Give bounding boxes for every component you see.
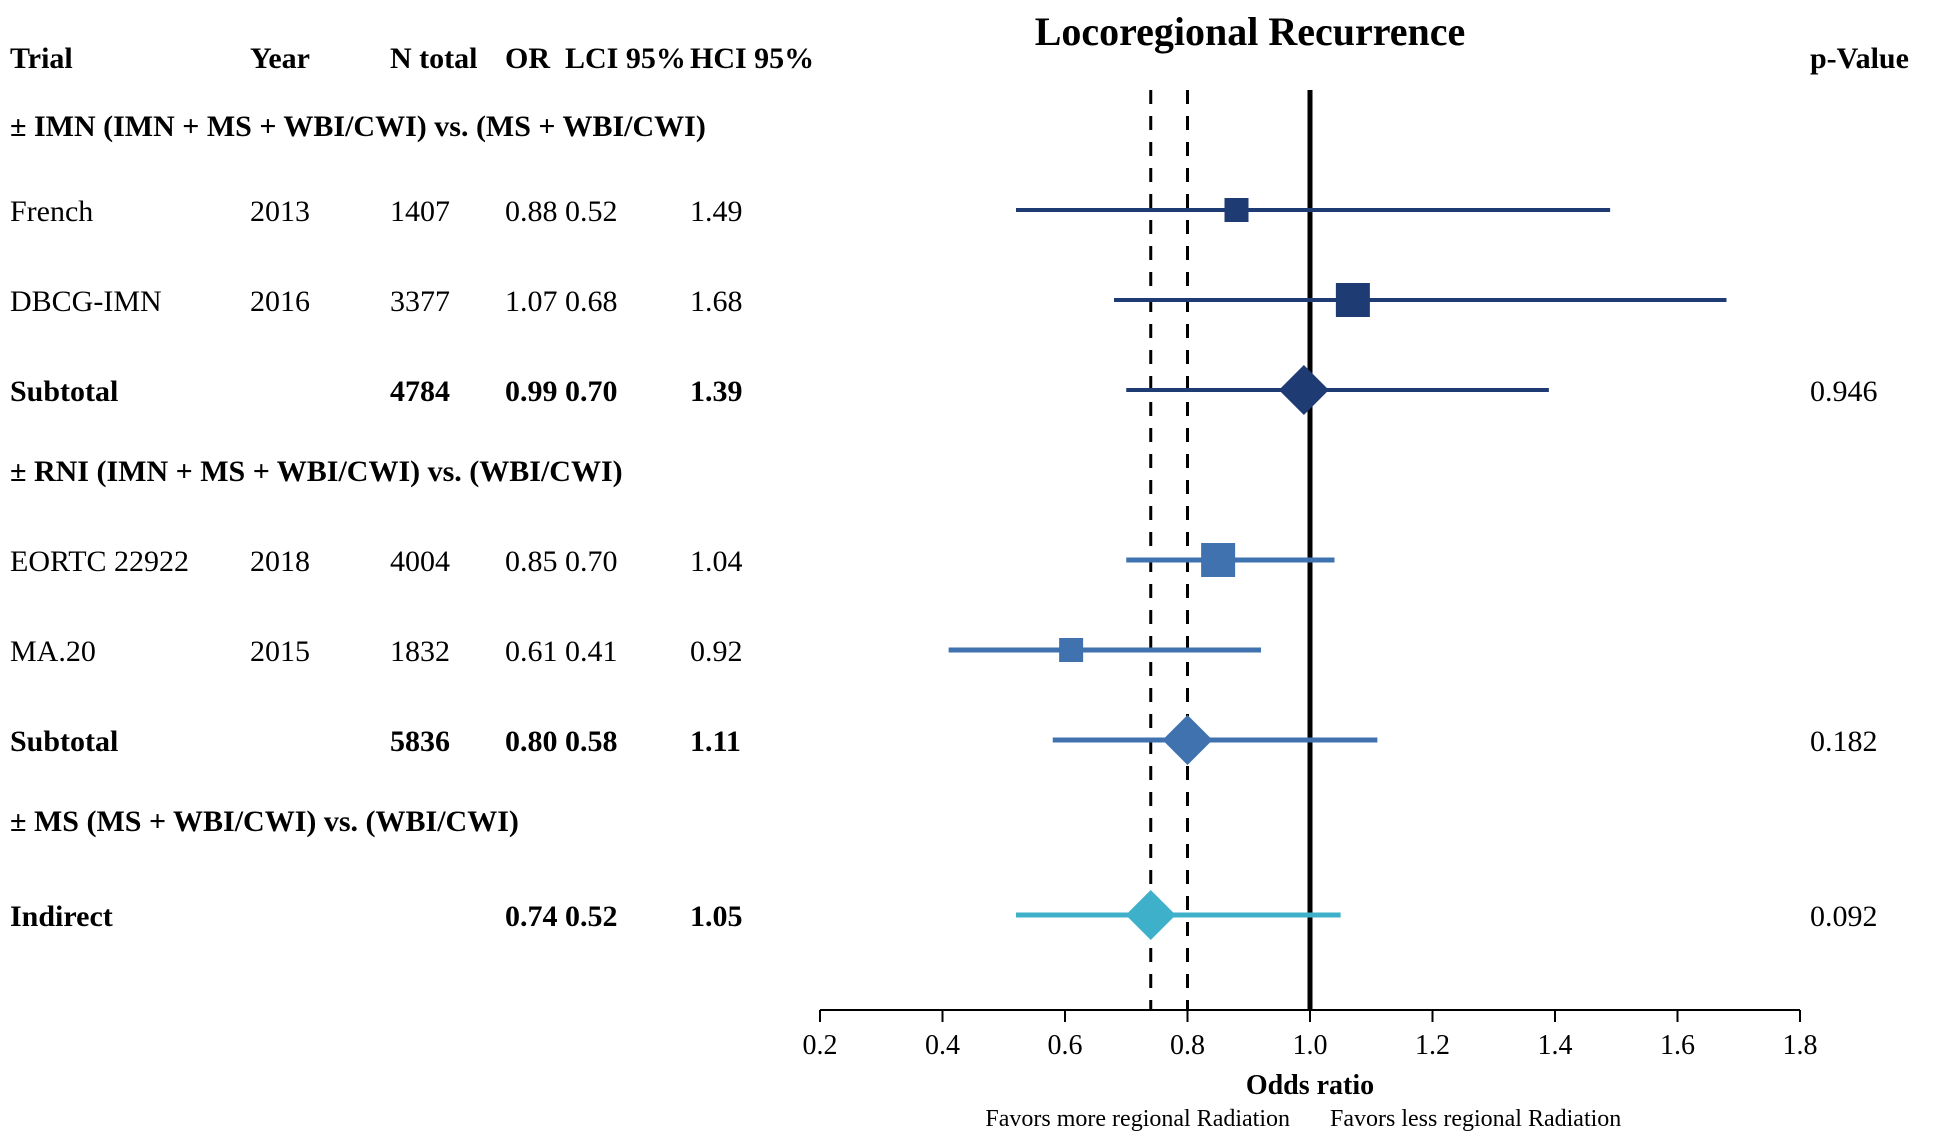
cell-n: 4004	[390, 545, 450, 579]
svg-text:Odds ratio: Odds ratio	[1246, 1070, 1374, 1101]
cell-pvalue: 0.092	[1810, 900, 1878, 934]
cell-pvalue: 0.946	[1810, 375, 1878, 409]
cell-hci: 0.92	[690, 635, 743, 669]
cell-or: 0.74	[505, 900, 558, 934]
study-marker	[1059, 638, 1083, 662]
cell-hci: 1.05	[690, 900, 743, 934]
cell-or: 0.61	[505, 635, 558, 669]
cell-n: 1832	[390, 635, 450, 669]
svg-text:1.0: 1.0	[1293, 1030, 1328, 1061]
cell-or: 0.99	[505, 375, 558, 409]
cell-trial: French	[10, 195, 93, 229]
svg-text:0.2: 0.2	[803, 1030, 838, 1061]
cell-lci: 0.52	[565, 195, 618, 229]
cell-trial: MA.20	[10, 635, 96, 669]
summary-diamond	[1126, 890, 1176, 940]
cell-n: 3377	[390, 285, 450, 319]
svg-text:0.8: 0.8	[1170, 1030, 1205, 1061]
study-marker	[1201, 543, 1235, 577]
section-header: ± RNI (IMN + MS + WBI/CWI) vs. (WBI/CWI)	[10, 455, 623, 489]
cell-year: 2015	[250, 635, 310, 669]
forest-plot-canvas: Locoregional RecurrenceTrialYearN totalO…	[0, 0, 1946, 1145]
cell-trial: Subtotal	[10, 375, 118, 409]
cell-lci: 0.52	[565, 900, 618, 934]
svg-text:1.4: 1.4	[1538, 1030, 1573, 1061]
cell-hci: 1.68	[690, 285, 743, 319]
cell-trial: Subtotal	[10, 725, 118, 759]
cell-trial: Indirect	[10, 900, 113, 934]
svg-text:1.2: 1.2	[1415, 1030, 1450, 1061]
study-marker	[1336, 283, 1370, 317]
cell-n: 4784	[390, 375, 450, 409]
svg-text:Favors more regional Radiation: Favors more regional Radiation	[985, 1106, 1290, 1132]
cell-hci: 1.11	[690, 725, 741, 759]
cell-lci: 0.68	[565, 285, 618, 319]
cell-year: 2013	[250, 195, 310, 229]
cell-lci: 0.70	[565, 545, 618, 579]
section-header: ± IMN (IMN + MS + WBI/CWI) vs. (MS + WBI…	[10, 110, 706, 144]
cell-hci: 1.39	[690, 375, 743, 409]
section-header: ± MS (MS + WBI/CWI) vs. (WBI/CWI)	[10, 805, 519, 839]
cell-n: 1407	[390, 195, 450, 229]
cell-or: 0.80	[505, 725, 558, 759]
cell-year: 2018	[250, 545, 310, 579]
cell-lci: 0.70	[565, 375, 618, 409]
cell-or: 0.88	[505, 195, 558, 229]
study-marker	[1225, 198, 1249, 222]
cell-trial: EORTC 22922	[10, 545, 189, 579]
svg-text:Favors less regional Radiation: Favors less regional Radiation	[1330, 1106, 1621, 1132]
cell-or: 1.07	[505, 285, 558, 319]
cell-trial: DBCG-IMN	[10, 285, 162, 319]
svg-text:0.6: 0.6	[1048, 1030, 1083, 1061]
cell-lci: 0.58	[565, 725, 618, 759]
cell-or: 0.85	[505, 545, 558, 579]
summary-diamond	[1163, 715, 1213, 765]
cell-pvalue: 0.182	[1810, 725, 1878, 759]
cell-hci: 1.04	[690, 545, 743, 579]
svg-text:0.4: 0.4	[925, 1030, 960, 1061]
cell-hci: 1.49	[690, 195, 743, 229]
svg-text:1.6: 1.6	[1660, 1030, 1695, 1061]
cell-year: 2016	[250, 285, 310, 319]
cell-n: 5836	[390, 725, 450, 759]
cell-lci: 0.41	[565, 635, 618, 669]
summary-diamond	[1279, 365, 1329, 415]
svg-text:1.8: 1.8	[1783, 1030, 1818, 1061]
